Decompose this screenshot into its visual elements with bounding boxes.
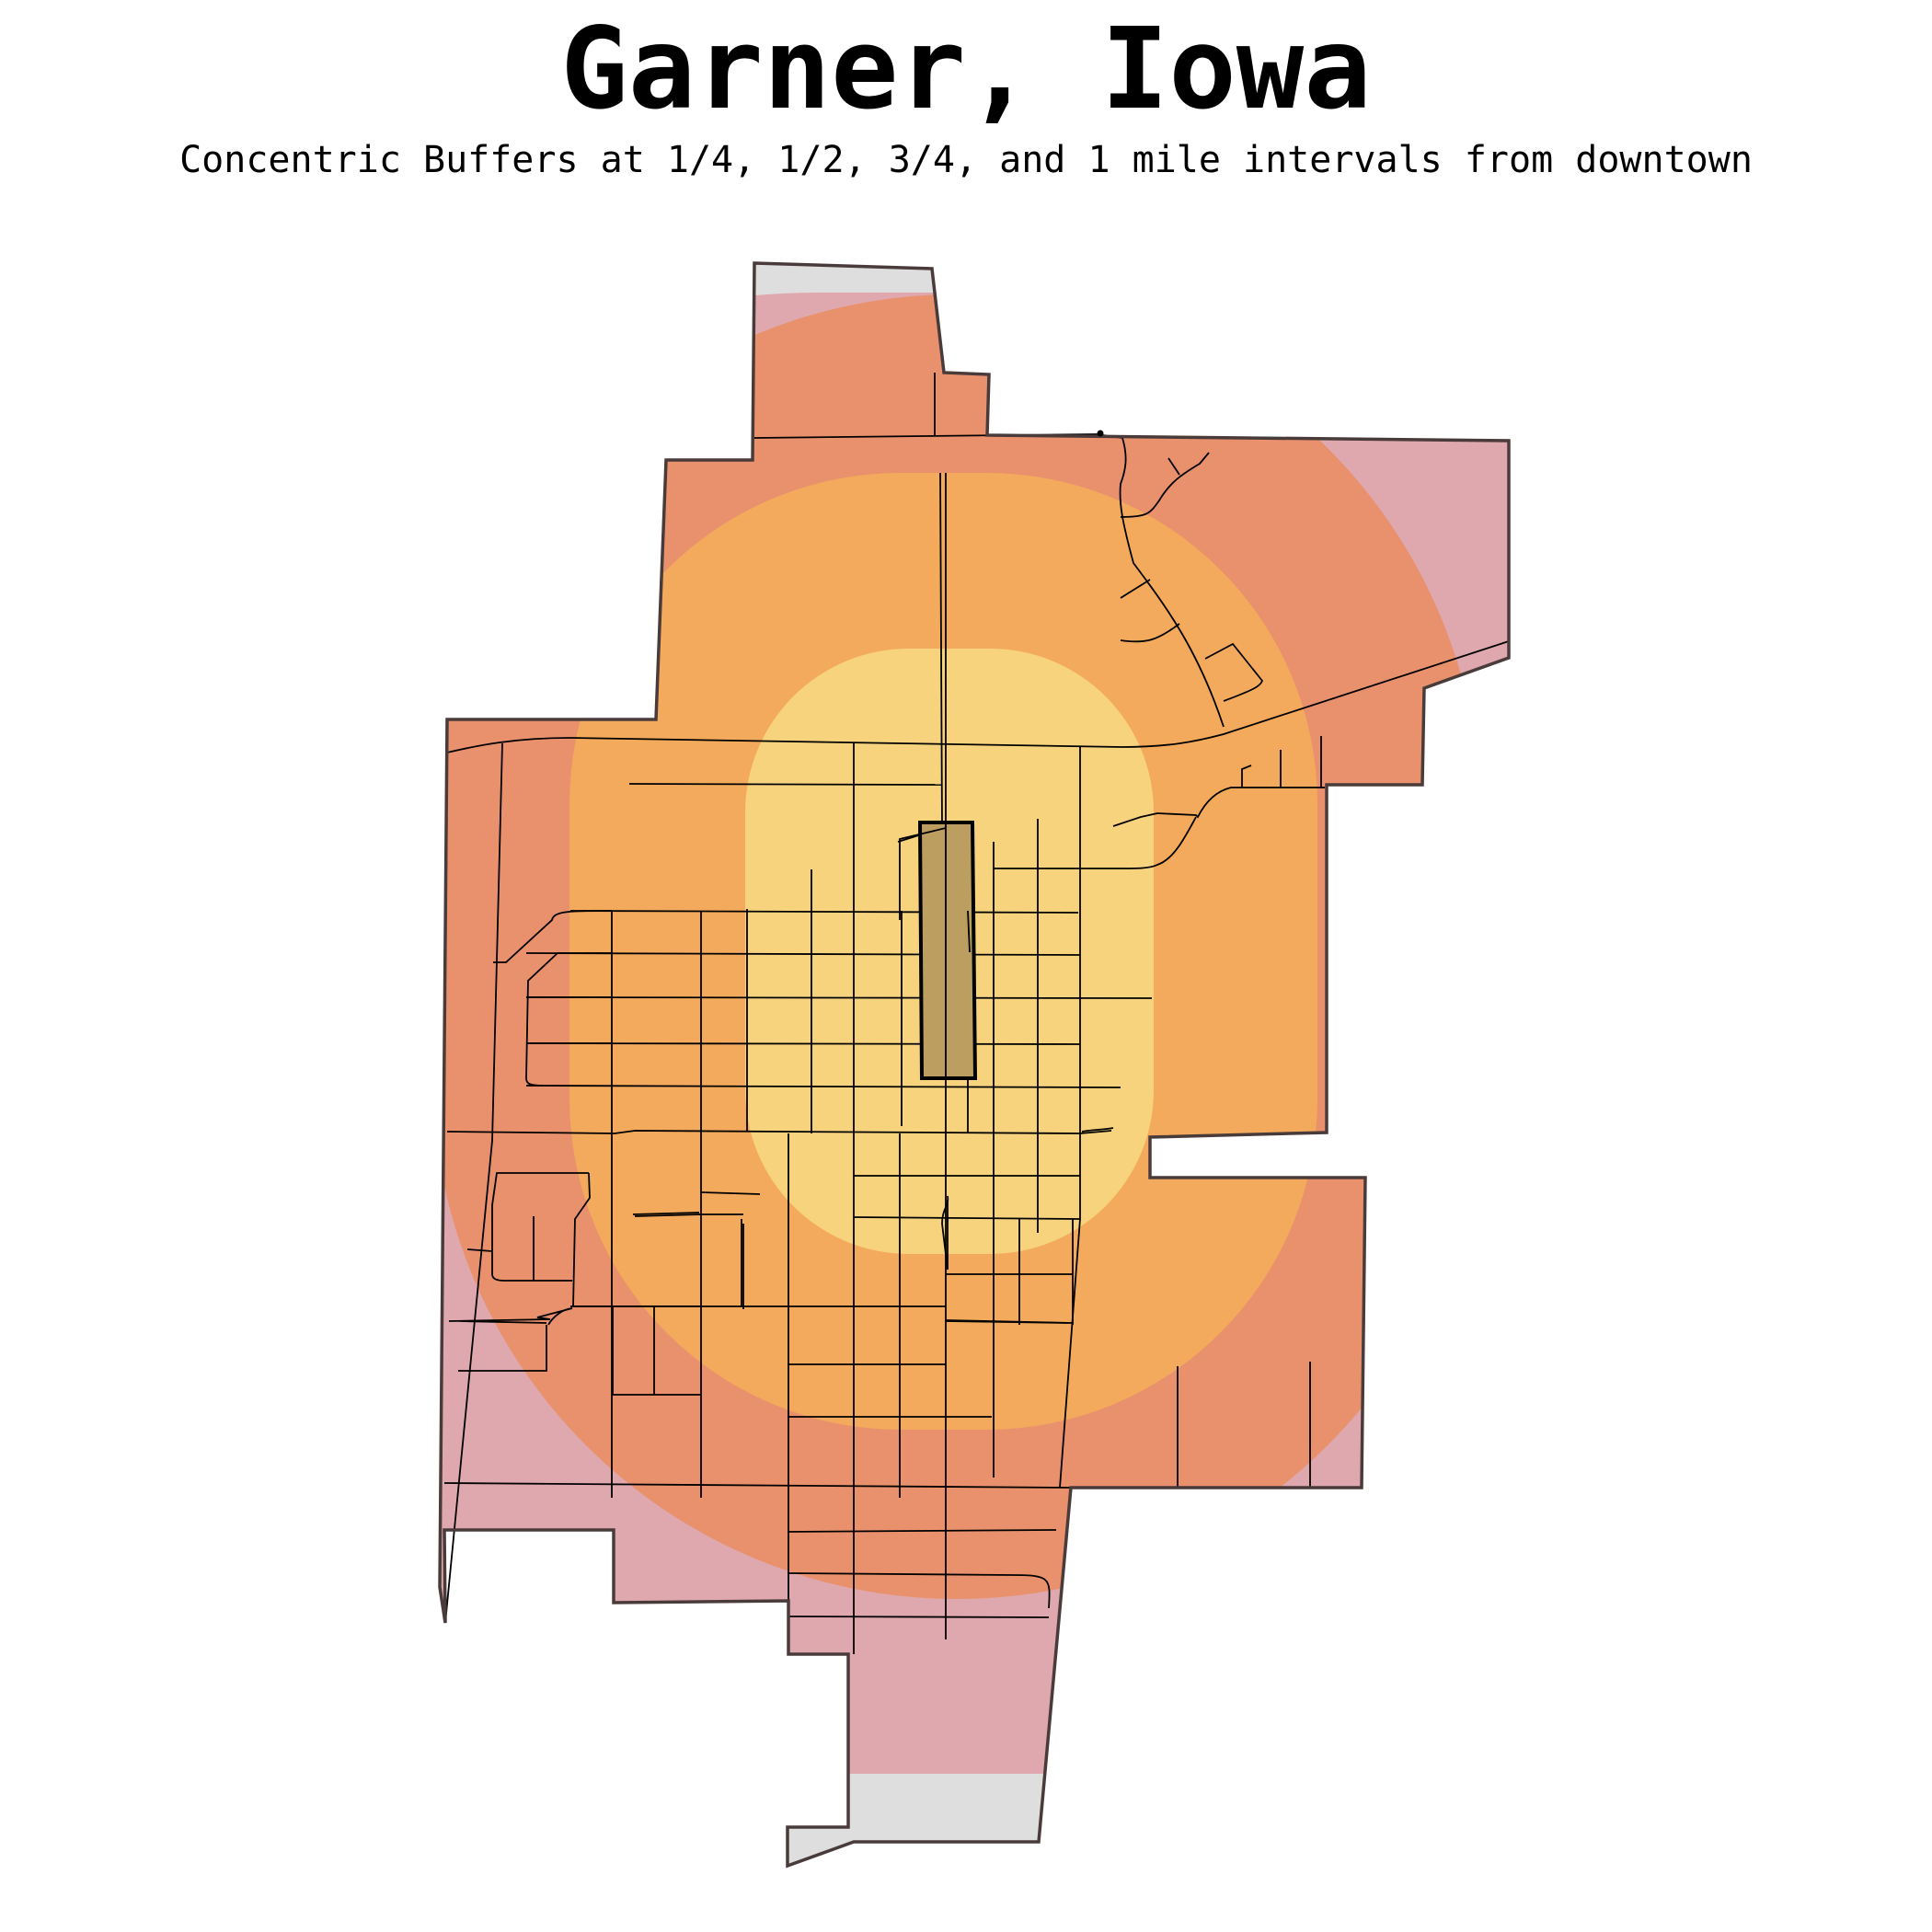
downtown-street: [899, 822, 971, 1078]
street-network: [443, 373, 1510, 1654]
city-boundary: [438, 261, 1511, 1869]
map-subtitle: Concentric Buffers at 1/4, 1/2, 3/4, and…: [179, 139, 1753, 181]
downtown-area: [917, 821, 978, 1080]
road-junction-marker: [1097, 430, 1104, 437]
map-title: Garner, Iowa: [560, 4, 1372, 134]
